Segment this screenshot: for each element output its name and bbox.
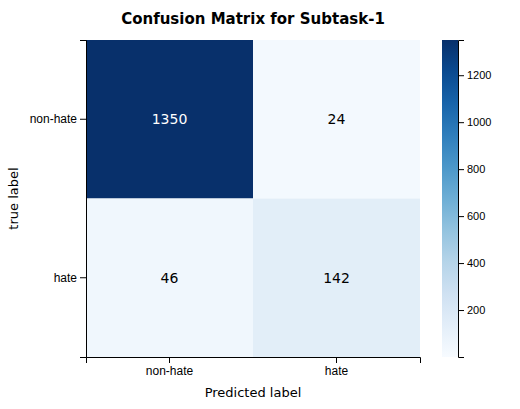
x-axis: non-hate hate	[87, 357, 421, 378]
tick: 400	[458, 257, 485, 269]
tick: 1200	[458, 69, 491, 81]
tick-label: hate	[325, 364, 349, 378]
data-labels: 1350 24 46 142	[152, 111, 350, 286]
tick: non-hate	[146, 357, 194, 378]
tick: 800	[458, 163, 485, 175]
axis-line	[80, 41, 87, 358]
tick-mark	[458, 310, 464, 311]
tick-mark	[458, 263, 464, 264]
tick-mark	[458, 75, 464, 76]
tick-mark	[458, 169, 464, 170]
tick-label: 400	[467, 257, 485, 269]
tick: 200	[458, 304, 485, 316]
heatmap-cell	[86, 40, 253, 199]
colorbar: 200 400 600 800 1000 1200	[442, 40, 491, 358]
tick-mark	[80, 277, 86, 278]
colorbar-axis: 200 400 600 800 1000 1200	[458, 41, 491, 358]
chart: 1350 24 46 142 non-hate hate non-hate hate 200 40…	[0, 0, 520, 409]
tick-label: 600	[467, 210, 485, 222]
heatmap-cell	[253, 199, 420, 358]
heatmap-cell	[86, 199, 253, 358]
tick: hate	[325, 357, 349, 378]
tick-label: non-hate	[30, 112, 78, 126]
tick-label: hate	[54, 271, 78, 285]
tick-label: 200	[467, 304, 485, 316]
tick: 600	[458, 210, 485, 222]
data-label: 46	[161, 270, 179, 286]
tick-label: non-hate	[146, 364, 194, 378]
tick-mark	[80, 119, 86, 120]
plot-area: 1350 24 46 142 non-hate hate non-hate hate	[30, 40, 421, 378]
data-label: 142	[323, 270, 350, 286]
tick-label: 1000	[467, 116, 491, 128]
chart-title: Confusion Matrix for Subtask-1	[121, 10, 385, 28]
axis-line	[459, 41, 465, 358]
tick-mark	[458, 216, 464, 217]
x-axis-title: Predicted label	[205, 385, 302, 400]
y-axis-title: true label	[6, 167, 21, 229]
axis-line	[87, 358, 421, 364]
tick-mark	[169, 357, 170, 363]
tick: hate	[54, 271, 86, 285]
tick: non-hate	[30, 112, 86, 126]
tick-mark	[458, 122, 464, 123]
data-label: 1350	[152, 111, 188, 127]
cells	[86, 40, 420, 357]
tick: 1000	[458, 116, 491, 128]
heatmap-cell	[253, 40, 420, 199]
data-label: 24	[328, 111, 346, 127]
colorbar-gradient	[442, 40, 458, 357]
y-axis: non-hate hate	[30, 41, 87, 358]
tick-label: 800	[467, 163, 485, 175]
tick-mark	[336, 357, 337, 363]
tick-label: 1200	[467, 69, 491, 81]
